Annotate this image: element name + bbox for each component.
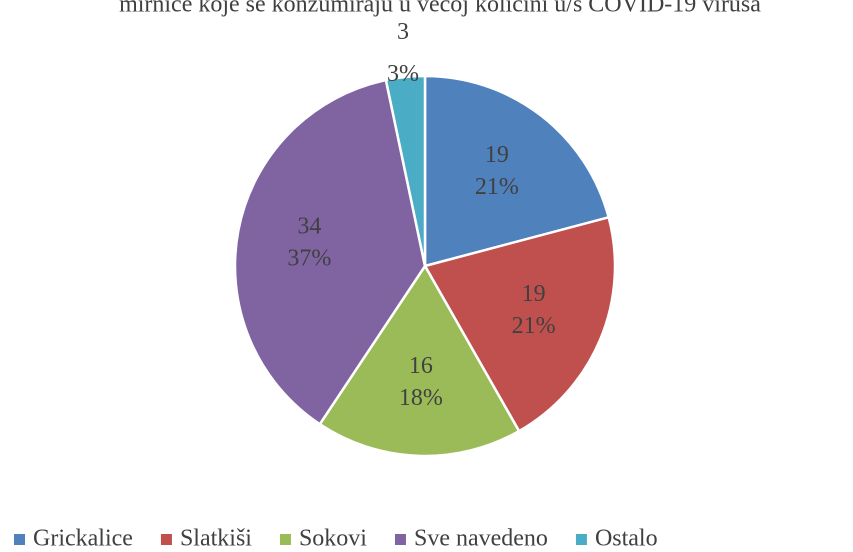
legend-swatch [160,534,172,545]
legend-swatch [575,534,587,545]
percentage-label: 21% [512,313,556,339]
data-label: 19 [522,281,546,307]
legend-label: Sokovi [299,526,367,552]
percentage-label: 3% [387,61,419,87]
percentage-label: 21% [475,174,519,200]
percentage-label: 37% [287,245,331,271]
legend-swatch [14,534,25,545]
legend-label: Grickalice [33,526,133,552]
data-label: 3 [397,19,409,45]
data-label: 19 [485,142,509,168]
legend-swatch [279,534,291,545]
data-label: 34 [297,213,321,239]
percentage-label: 18% [399,385,443,411]
legend-label: Ostalo [595,526,658,552]
pie-slice [318,263,521,458]
data-label: 16 [409,353,433,379]
pie-slice [233,78,427,426]
pie-slice [384,74,427,267]
legend-swatch [394,534,406,545]
legend-label: Sve navedeno [414,526,548,552]
pie-slice [423,215,617,433]
chart-title: mirnice koje se konzumiraju u većoj koli… [119,0,761,18]
pie-slice [423,74,611,268]
legend-label: Slatkiši [180,526,252,552]
